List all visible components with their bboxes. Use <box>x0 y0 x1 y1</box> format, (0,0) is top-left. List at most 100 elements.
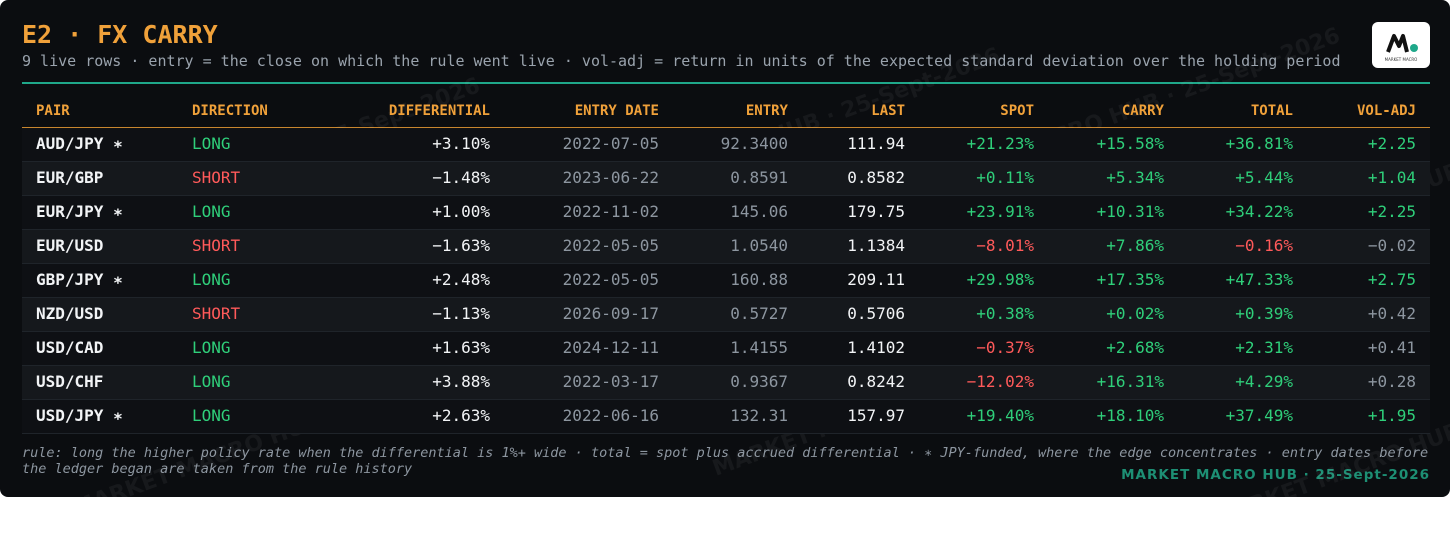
table-cell: 160.88 <box>730 270 788 289</box>
table-row <box>22 162 1430 196</box>
table-row <box>22 230 1430 264</box>
table-cell: +3.88% <box>432 372 490 391</box>
table-cell: 92.3400 <box>720 134 788 153</box>
table-cell: 2022-05-05 <box>562 270 659 289</box>
subtitle: 9 live rows · entry = the close on which… <box>22 52 1341 70</box>
table-cell: LONG <box>192 406 231 425</box>
table-cell: 209.11 <box>847 270 905 289</box>
column-header: DIRECTION <box>192 103 268 119</box>
table-cell: +2.68% <box>1106 338 1164 357</box>
table-cell: −0.16% <box>1235 236 1293 255</box>
table-cell: +1.04 <box>1367 168 1416 187</box>
column-header: SPOT <box>1000 103 1034 119</box>
table-cell: EUR/JPY ∗ <box>36 202 123 221</box>
table-cell: +0.41 <box>1367 338 1416 357</box>
table-cell: +0.42 <box>1367 304 1416 323</box>
table-cell: 2022-03-17 <box>562 372 659 391</box>
table-cell: +1.95 <box>1367 406 1416 425</box>
table-cell: 2023-06-22 <box>562 168 659 187</box>
table-cell: 2024-12-11 <box>562 338 659 357</box>
table-cell: 2026-09-17 <box>562 304 659 323</box>
table-cell: +4.29% <box>1235 372 1293 391</box>
table-cell: 2022-11-02 <box>562 202 659 221</box>
table-cell: +0.11% <box>976 168 1034 187</box>
table-row <box>22 264 1430 298</box>
table-row <box>22 128 1430 162</box>
table-row <box>22 366 1430 400</box>
table-cell: +2.48% <box>432 270 490 289</box>
table-cell: +1.00% <box>432 202 490 221</box>
logo-icon <box>1386 34 1418 53</box>
table-cell: LONG <box>192 372 231 391</box>
table-cell: GBP/JPY ∗ <box>36 270 123 289</box>
column-header: ENTRY <box>745 103 788 119</box>
table-cell: 0.9367 <box>730 372 788 391</box>
table-cell: 2022-06-16 <box>562 406 659 425</box>
column-header: PAIR <box>36 103 70 119</box>
table-cell: +5.44% <box>1235 168 1293 187</box>
table-cell: −1.13% <box>432 304 490 323</box>
title: E2 · FX CARRY <box>22 20 218 49</box>
table-cell: +29.98% <box>966 270 1034 289</box>
column-header: CARRY <box>1121 103 1164 119</box>
table-cell: −1.48% <box>432 168 490 187</box>
table-cell: 132.31 <box>730 406 788 425</box>
table-cell: −0.02 <box>1367 236 1416 255</box>
logo: MARKET MACRO <box>1372 22 1430 68</box>
table-cell: EUR/USD <box>36 236 104 255</box>
table-cell: +2.31% <box>1235 338 1293 357</box>
table-cell: LONG <box>192 202 231 221</box>
table-cell: 111.94 <box>847 134 905 153</box>
table-cell: +36.81% <box>1225 134 1293 153</box>
table-cell: USD/JPY ∗ <box>36 406 123 425</box>
column-header: ENTRY DATE <box>574 103 659 119</box>
table-cell: +0.39% <box>1235 304 1293 323</box>
footnote: rule: long the higher policy rate when t… <box>22 445 1429 477</box>
table-cell: SHORT <box>192 236 241 255</box>
table-cell: 1.4102 <box>847 338 905 357</box>
table-cell: +0.38% <box>976 304 1034 323</box>
table-cell: 1.0540 <box>730 236 788 255</box>
table-cell: 1.4155 <box>730 338 788 357</box>
table-row <box>22 332 1430 366</box>
table-cell: 145.06 <box>730 202 788 221</box>
table-cell: LONG <box>192 338 231 357</box>
table-cell: 2022-07-05 <box>562 134 659 153</box>
table-row <box>22 400 1430 434</box>
table-row <box>22 298 1430 332</box>
logo-text: MARKET MACRO <box>1384 57 1418 62</box>
column-header: VOL-ADJ <box>1356 103 1416 119</box>
table-cell: −12.02% <box>966 372 1034 391</box>
table-cell: 2022-05-05 <box>562 236 659 255</box>
table-cell: +2.63% <box>432 406 490 425</box>
divider <box>22 82 1430 84</box>
table-cell: 1.1384 <box>847 236 905 255</box>
table-cell: +37.49% <box>1225 406 1293 425</box>
table-cell: +34.22% <box>1225 202 1293 221</box>
table-cell: −8.01% <box>976 236 1034 255</box>
brand: MARKET MACRO HUB · 25-Sept-2026 <box>1121 467 1430 483</box>
header-divider <box>22 127 1430 128</box>
table-cell: +21.23% <box>966 134 1034 153</box>
table-cell: +10.31% <box>1096 202 1164 221</box>
table-cell: +18.10% <box>1096 406 1164 425</box>
table-cell: 157.97 <box>847 406 905 425</box>
table-cell: +19.40% <box>966 406 1034 425</box>
table-cell: 0.8582 <box>847 168 905 187</box>
table-cell: +15.58% <box>1096 134 1164 153</box>
table-cell: +2.75 <box>1367 270 1416 289</box>
column-header: LAST <box>871 103 905 119</box>
table-cell: 0.8591 <box>730 168 788 187</box>
table-cell: SHORT <box>192 168 241 187</box>
table-cell: +7.86% <box>1106 236 1164 255</box>
table-cell: AUD/JPY ∗ <box>36 134 123 153</box>
table-cell: LONG <box>192 134 231 153</box>
table-cell: +3.10% <box>432 134 490 153</box>
panel: E2 · FX CARRY 9 live rows · entry = the … <box>0 0 1450 497</box>
table-cell: 0.5706 <box>847 304 905 323</box>
table-cell: +47.33% <box>1225 270 1293 289</box>
table-cell: SHORT <box>192 304 241 323</box>
table-cell: −1.63% <box>432 236 490 255</box>
table-cell: LONG <box>192 270 231 289</box>
table-row <box>22 196 1430 230</box>
